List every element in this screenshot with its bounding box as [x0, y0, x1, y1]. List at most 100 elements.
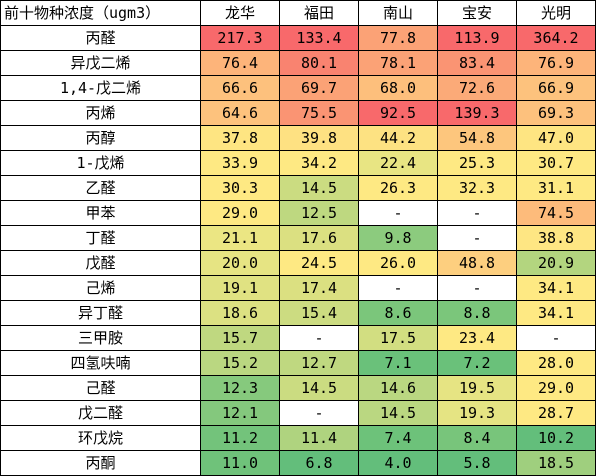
- concentration-cell: 83.4: [437, 50, 517, 76]
- column-header-district: 南山: [358, 0, 438, 26]
- species-name-cell: 1,4-戊二烯: [0, 75, 201, 101]
- concentration-cell: 77.8: [358, 25, 438, 51]
- concentration-cell: 18.5: [516, 450, 596, 476]
- concentration-cell: 133.4: [279, 25, 359, 51]
- concentration-cell: 33.9: [200, 150, 280, 176]
- concentration-cell: 64.6: [200, 100, 280, 126]
- concentration-cell: 30.7: [516, 150, 596, 176]
- concentration-cell: 78.1: [358, 50, 438, 76]
- concentration-cell: 11.2: [200, 425, 280, 451]
- concentration-cell: 74.5: [516, 200, 596, 226]
- species-name-cell: 丙烯: [0, 100, 201, 126]
- column-header-district: 光明: [516, 0, 596, 26]
- column-header-district: 龙华: [200, 0, 280, 26]
- concentration-cell: 92.5: [358, 100, 438, 126]
- table-row: 异丁醛 18.6 15.4 8.6 8.8 34.1: [0, 300, 596, 326]
- concentration-cell: 139.3: [437, 100, 517, 126]
- table-row: 丙醛 217.3 133.4 77.8 113.9 364.2: [0, 25, 596, 51]
- species-name-cell: 戊二醛: [0, 400, 201, 426]
- table-row: 戊二醛 12.1-14.5 19.3 28.7: [0, 400, 596, 426]
- column-header-district: 福田: [279, 0, 359, 26]
- column-header-district: 宝安: [437, 0, 517, 26]
- concentration-cell: 7.2: [437, 350, 517, 376]
- column-header-species: 前十物种浓度（ugm3）: [0, 0, 201, 26]
- concentration-cell: 12.3: [200, 375, 280, 401]
- table-row: 己醛 12.3 14.5 14.6 19.5 29.0: [0, 375, 596, 401]
- table-row: 1,4-戊二烯 66.6 69.7 68.0 72.6 66.9: [0, 75, 596, 101]
- concentration-cell: 12.7: [279, 350, 359, 376]
- table-row: 丙烯 64.6 75.5 92.5 139.3 69.3: [0, 100, 596, 126]
- concentration-cell: 5.8: [437, 450, 517, 476]
- species-name-cell: 三甲胺: [0, 325, 201, 351]
- species-name-cell: 乙醛: [0, 175, 201, 201]
- concentration-cell: 8.8: [437, 300, 517, 326]
- concentration-cell: 4.0: [358, 450, 438, 476]
- concentration-cell: 28.7: [516, 400, 596, 426]
- concentration-cell: 39.8: [279, 125, 359, 151]
- concentration-cell: -: [358, 200, 438, 226]
- concentration-cell: 29.0: [200, 200, 280, 226]
- concentration-cell: 30.3: [200, 175, 280, 201]
- concentration-cell: 69.7: [279, 75, 359, 101]
- concentration-cell: 23.4: [437, 325, 517, 351]
- species-name-cell: 四氢呋喃: [0, 350, 201, 376]
- concentration-cell: 69.3: [516, 100, 596, 126]
- concentration-cell: 15.2: [200, 350, 280, 376]
- concentration-cell: 19.5: [437, 375, 517, 401]
- concentration-cell: 22.4: [358, 150, 438, 176]
- species-name-cell: 丙醛: [0, 25, 201, 51]
- table-row: 戊醛 20.0 24.5 26.0 48.8 20.9: [0, 250, 596, 276]
- concentration-cell: 14.6: [358, 375, 438, 401]
- concentration-cell: 217.3: [200, 25, 280, 51]
- concentration-cell: 75.5: [279, 100, 359, 126]
- concentration-cell: 9.8: [358, 225, 438, 251]
- concentration-cell: 28.0: [516, 350, 596, 376]
- species-name-cell: 丙酮: [0, 450, 201, 476]
- concentration-cell: 34.1: [516, 275, 596, 301]
- concentration-cell: 6.8: [279, 450, 359, 476]
- concentration-cell: 72.6: [437, 75, 517, 101]
- concentration-cell: 8.6: [358, 300, 438, 326]
- concentration-cell: -: [437, 200, 517, 226]
- table-row: 己烯 19.1 17.4- -34.1: [0, 275, 596, 301]
- table-row: 甲苯 29.0 12.5- -74.5: [0, 200, 596, 226]
- species-name-cell: 戊醛: [0, 250, 201, 276]
- concentration-cell: 48.8: [437, 250, 517, 276]
- species-name-cell: 甲苯: [0, 200, 201, 226]
- concentration-cell: 21.1: [200, 225, 280, 251]
- species-name-cell: 丙醇: [0, 125, 201, 151]
- concentration-cell: 68.0: [358, 75, 438, 101]
- concentration-cell: 38.8: [516, 225, 596, 251]
- concentration-cell: 14.5: [279, 175, 359, 201]
- species-name-cell: 1-戊烯: [0, 150, 201, 176]
- concentration-cell: 25.3: [437, 150, 517, 176]
- concentration-cell: 47.0: [516, 125, 596, 151]
- concentration-cell: 18.6: [200, 300, 280, 326]
- concentration-cell: 66.9: [516, 75, 596, 101]
- concentration-cell: 113.9: [437, 25, 517, 51]
- concentration-cell: 20.0: [200, 250, 280, 276]
- concentration-cell: 10.2: [516, 425, 596, 451]
- header-row: 前十物种浓度（ugm3） 龙华 福田 南山 宝安 光明: [0, 0, 596, 26]
- table-row: 三甲胺 15.7-17.5 23.4-: [0, 325, 596, 351]
- concentration-cell: 17.6: [279, 225, 359, 251]
- concentration-cell: 76.4: [200, 50, 280, 76]
- concentration-cell: 20.9: [516, 250, 596, 276]
- concentration-cell: 31.1: [516, 175, 596, 201]
- table-row: 四氢呋喃 15.2 12.7 7.1 7.2 28.0: [0, 350, 596, 376]
- concentration-cell: 26.3: [358, 175, 438, 201]
- concentration-cell: 12.1: [200, 400, 280, 426]
- concentration-cell: -: [516, 325, 596, 351]
- concentration-cell: -: [437, 225, 517, 251]
- concentration-cell: 17.5: [358, 325, 438, 351]
- concentration-cell: 44.2: [358, 125, 438, 151]
- table-row: 丙酮 11.0 6.8 4.0 5.8 18.5: [0, 450, 596, 476]
- concentration-cell: -: [358, 275, 438, 301]
- species-name-cell: 丁醛: [0, 225, 201, 251]
- table-row: 环戊烷 11.2 11.4 7.4 8.4 10.2: [0, 425, 596, 451]
- table-row: 丁醛 21.1 17.6 9.8-38.8: [0, 225, 596, 251]
- concentration-cell: 54.8: [437, 125, 517, 151]
- table-row: 乙醛 30.3 14.5 26.3 32.3 31.1: [0, 175, 596, 201]
- table-row: 1-戊烯 33.9 34.2 22.4 25.3 30.7: [0, 150, 596, 176]
